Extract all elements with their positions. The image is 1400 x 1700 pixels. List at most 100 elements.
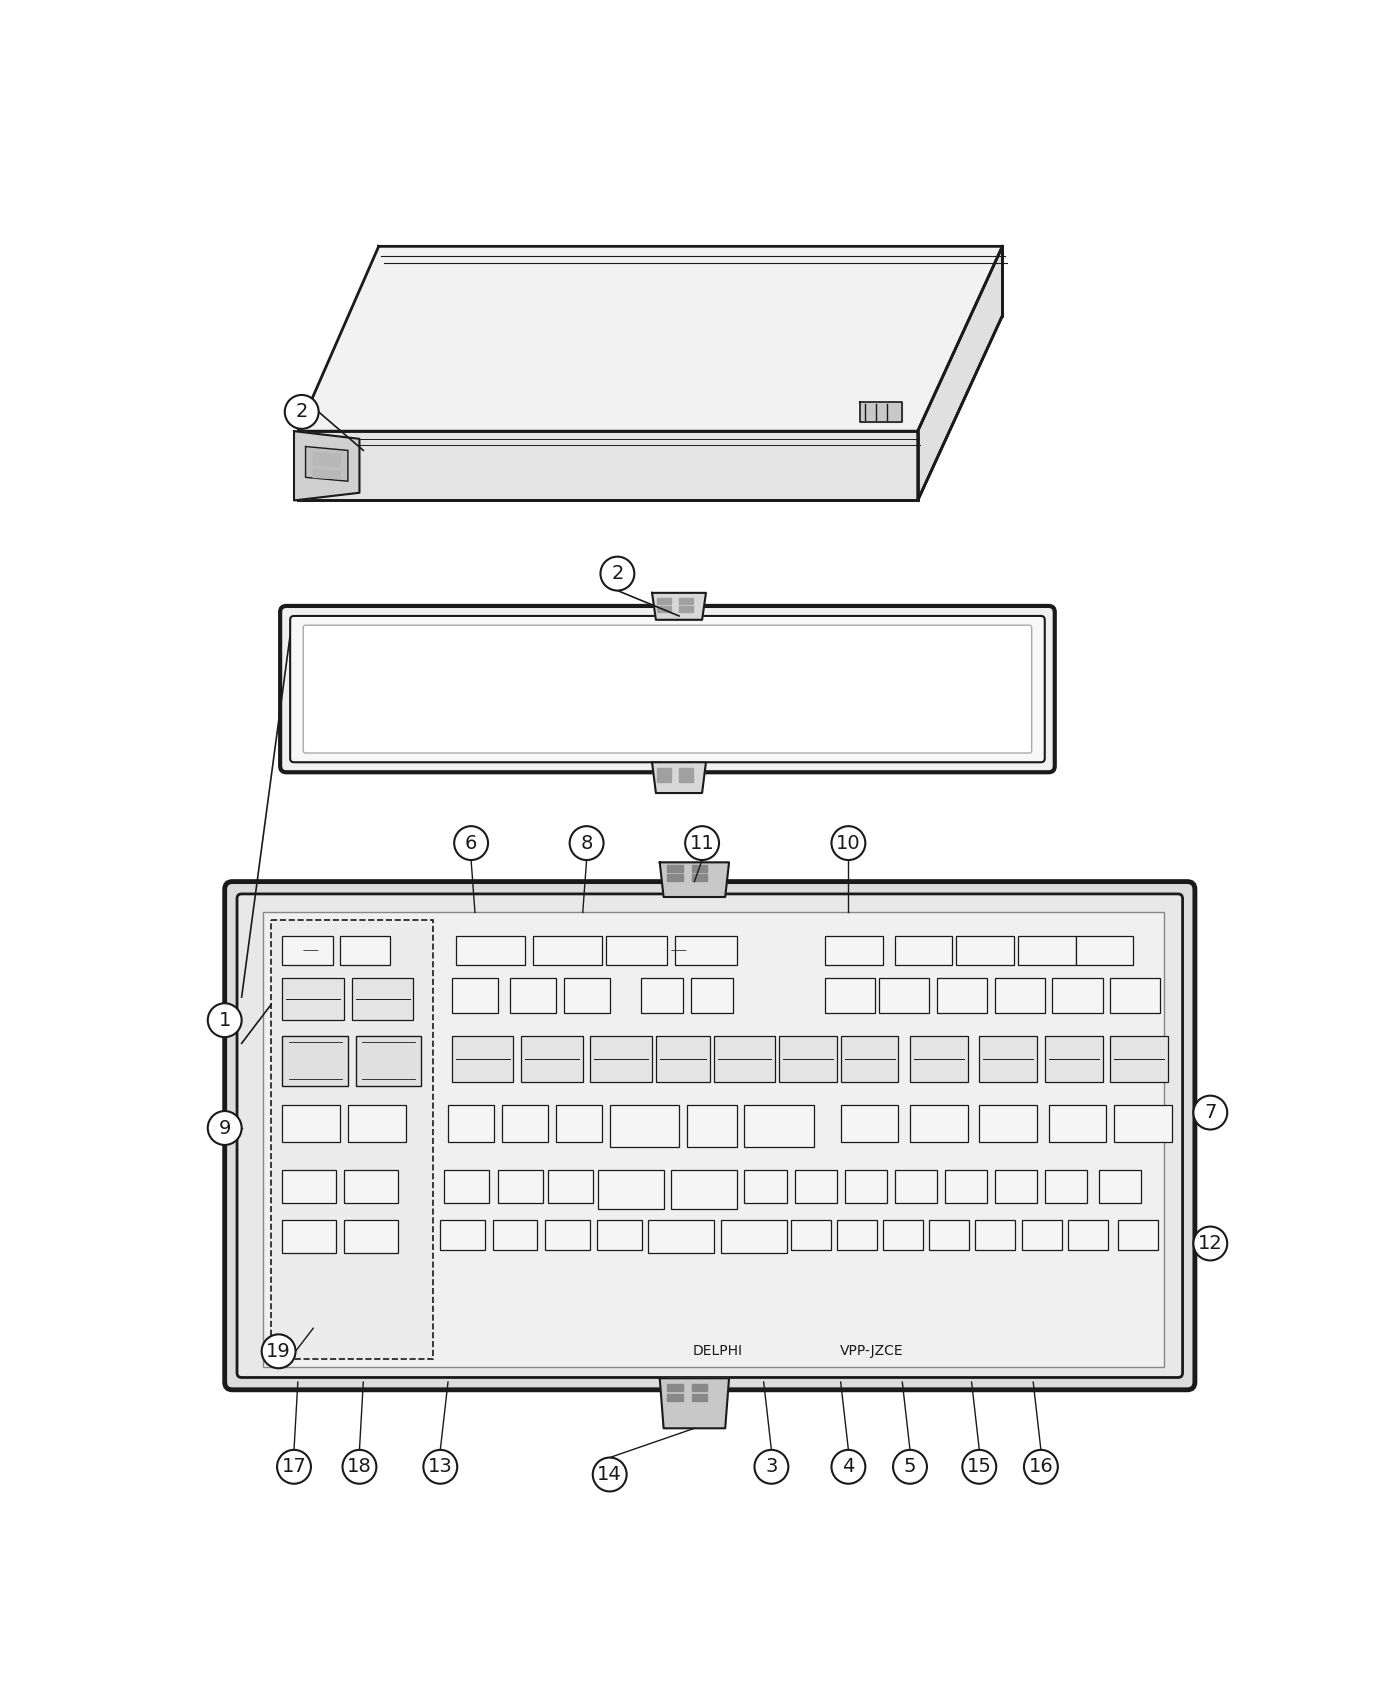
Circle shape [832, 826, 865, 860]
Text: ——: —— [302, 945, 319, 955]
Bar [1044, 1035, 1103, 1081]
Bar [549, 1170, 592, 1202]
Bar [980, 1035, 1037, 1081]
Circle shape [277, 1450, 311, 1484]
Text: 2: 2 [612, 564, 623, 583]
Bar [840, 1035, 899, 1081]
Text: 7: 7 [1204, 1103, 1217, 1122]
Bar [826, 935, 883, 966]
Circle shape [284, 394, 319, 428]
Bar [347, 1105, 406, 1142]
Polygon shape [298, 246, 1002, 432]
Bar [1044, 1170, 1086, 1202]
Text: 11: 11 [690, 833, 714, 853]
Bar [556, 1105, 602, 1142]
Polygon shape [298, 432, 918, 500]
FancyBboxPatch shape [280, 605, 1054, 772]
Bar [344, 1170, 398, 1202]
Bar [1018, 935, 1075, 966]
Bar [598, 1170, 664, 1209]
Bar [340, 935, 391, 966]
Bar [795, 1170, 837, 1202]
Bar [563, 977, 610, 1013]
Text: 17: 17 [281, 1457, 307, 1476]
Bar [270, 920, 433, 1358]
Bar [980, 1105, 1037, 1142]
Bar [883, 1221, 923, 1250]
Text: 15: 15 [967, 1457, 991, 1476]
Polygon shape [860, 401, 903, 422]
Bar [1099, 1170, 1141, 1202]
Bar [930, 1221, 969, 1250]
Bar [591, 1035, 652, 1081]
Bar [521, 1035, 582, 1081]
Circle shape [207, 1003, 242, 1037]
Bar [910, 1105, 967, 1142]
Text: 12: 12 [1198, 1234, 1222, 1253]
Bar [837, 1221, 876, 1250]
Bar [690, 977, 734, 1013]
Bar [895, 935, 952, 966]
Bar [510, 977, 556, 1013]
Bar [545, 1221, 589, 1250]
Bar [503, 1105, 549, 1142]
Polygon shape [314, 469, 340, 479]
Bar [263, 913, 1163, 1367]
FancyBboxPatch shape [237, 894, 1183, 1377]
Bar [976, 1221, 1015, 1250]
Polygon shape [305, 447, 347, 481]
Text: 2: 2 [295, 403, 308, 422]
Polygon shape [659, 862, 729, 898]
Polygon shape [679, 768, 693, 774]
Bar [493, 1221, 538, 1250]
Polygon shape [652, 762, 706, 794]
Polygon shape [294, 432, 360, 500]
Circle shape [423, 1450, 458, 1484]
Polygon shape [679, 605, 693, 612]
Bar [714, 1035, 776, 1081]
Bar [648, 1221, 714, 1253]
Text: 8: 8 [581, 833, 592, 853]
Bar [657, 1035, 710, 1081]
Circle shape [570, 826, 603, 860]
Bar [452, 1035, 514, 1081]
Polygon shape [679, 598, 693, 605]
Text: VPP-JZCE: VPP-JZCE [840, 1345, 903, 1358]
Text: 10: 10 [836, 833, 861, 853]
Bar [351, 977, 413, 1020]
Text: ——: —— [671, 945, 687, 955]
FancyBboxPatch shape [224, 882, 1196, 1391]
Text: 4: 4 [843, 1457, 854, 1476]
Text: 19: 19 [266, 1341, 291, 1360]
Bar [1049, 1105, 1106, 1142]
Polygon shape [659, 1379, 729, 1428]
Bar [1110, 1035, 1168, 1081]
Polygon shape [692, 1394, 707, 1401]
Polygon shape [658, 598, 672, 605]
Polygon shape [652, 593, 706, 620]
Bar [283, 935, 333, 966]
Bar [356, 1035, 421, 1086]
Bar [994, 1170, 1037, 1202]
Bar [672, 1170, 736, 1209]
Bar [994, 977, 1044, 1013]
Bar [1075, 935, 1134, 966]
Bar [956, 935, 1014, 966]
Bar [444, 1170, 489, 1202]
Bar [791, 1221, 830, 1250]
Circle shape [1023, 1450, 1058, 1484]
Polygon shape [668, 1394, 683, 1401]
Bar [1022, 1221, 1061, 1250]
Text: 16: 16 [1029, 1457, 1053, 1476]
Bar [452, 977, 498, 1013]
Circle shape [601, 556, 634, 590]
Circle shape [962, 1450, 997, 1484]
Bar [498, 1170, 543, 1202]
Polygon shape [668, 874, 683, 881]
Bar [910, 1035, 967, 1081]
Circle shape [1193, 1096, 1228, 1129]
Bar [778, 1035, 837, 1081]
Bar [344, 1221, 398, 1253]
Polygon shape [668, 865, 683, 872]
Text: 1: 1 [218, 1012, 231, 1030]
